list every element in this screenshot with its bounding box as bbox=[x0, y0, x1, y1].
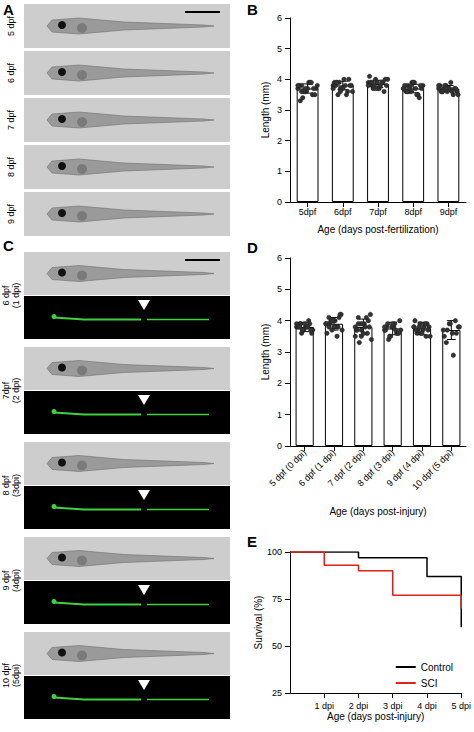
svg-text:Age (days post-injury): Age (days post-injury) bbox=[327, 711, 424, 722]
svg-text:8 dpf (3 dpi): 8 dpf (3 dpi) bbox=[355, 447, 397, 489]
svg-text:5 dpf (0 dpi): 5 dpf (0 dpi) bbox=[267, 447, 309, 489]
svg-text:0: 0 bbox=[277, 441, 282, 451]
svg-text:C: C bbox=[3, 237, 14, 254]
svg-text:5 dpf: 5 dpf bbox=[6, 15, 16, 36]
svg-text:1 dpi: 1 dpi bbox=[314, 701, 334, 711]
svg-text:6 dpf (1 dpi): 6 dpf (1 dpi) bbox=[296, 447, 338, 489]
svg-text:2 dpi: 2 dpi bbox=[349, 701, 369, 711]
svg-text:6: 6 bbox=[277, 253, 282, 263]
svg-text:5dpf: 5dpf bbox=[299, 207, 317, 217]
svg-text:7 dpf (2 dpi): 7 dpf (2 dpi) bbox=[325, 447, 367, 489]
svg-text:4: 4 bbox=[277, 74, 282, 84]
svg-text:9 dpf: 9 dpf bbox=[6, 203, 16, 224]
svg-text:Length (mm): Length (mm) bbox=[260, 324, 271, 381]
svg-text:1: 1 bbox=[277, 410, 282, 420]
svg-text:2: 2 bbox=[277, 378, 282, 388]
svg-text:9 dpf: 9 dpf bbox=[1, 570, 11, 591]
svg-text:6: 6 bbox=[277, 13, 282, 23]
svg-text:Age (days post-fertilization): Age (days post-fertilization) bbox=[317, 224, 438, 235]
svg-text:E: E bbox=[247, 533, 257, 550]
svg-text:10 dpf: 10 dpf bbox=[1, 662, 11, 688]
svg-text:D: D bbox=[247, 239, 258, 256]
svg-text:A: A bbox=[3, 1, 14, 18]
svg-text:9dpf: 9dpf bbox=[440, 207, 458, 217]
svg-text:100: 100 bbox=[267, 547, 282, 557]
svg-text:7dpf: 7dpf bbox=[1, 381, 11, 399]
svg-text:6dpf: 6dpf bbox=[334, 207, 352, 217]
svg-text:8 dpf: 8 dpf bbox=[6, 156, 16, 177]
svg-text:Survival (%): Survival (%) bbox=[253, 596, 264, 650]
svg-text:8dpf: 8dpf bbox=[404, 207, 422, 217]
svg-text:2: 2 bbox=[277, 136, 282, 146]
svg-text:(3dpi): (3dpi) bbox=[11, 474, 21, 497]
svg-text:Age (days post-injury): Age (days post-injury) bbox=[329, 506, 426, 517]
svg-text:9 dpf (4 dpi): 9 dpf (4 dpi) bbox=[384, 447, 426, 489]
svg-text:(1 dpi): (1 dpi) bbox=[11, 283, 21, 309]
svg-text:75: 75 bbox=[272, 594, 282, 604]
svg-text:10 dpf (5 dpi): 10 dpf (5 dpi) bbox=[410, 447, 455, 492]
svg-text:3: 3 bbox=[277, 347, 282, 357]
svg-text:7 dpf: 7 dpf bbox=[6, 109, 16, 130]
svg-text:5: 5 bbox=[277, 44, 282, 54]
svg-text:3: 3 bbox=[277, 105, 282, 115]
svg-text:SCI: SCI bbox=[421, 678, 438, 689]
svg-text:6 dpf: 6 dpf bbox=[1, 285, 11, 306]
svg-text:8 dpf: 8 dpf bbox=[1, 475, 11, 496]
svg-text:6 dpf: 6 dpf bbox=[6, 62, 16, 83]
svg-text:Length (mm): Length (mm) bbox=[260, 82, 271, 139]
svg-text:4: 4 bbox=[277, 316, 282, 326]
svg-text:25: 25 bbox=[272, 688, 282, 698]
svg-text:1: 1 bbox=[277, 166, 282, 176]
svg-text:0: 0 bbox=[277, 197, 282, 207]
svg-text:Control: Control bbox=[421, 662, 453, 673]
svg-text:5 dpi: 5 dpi bbox=[451, 701, 471, 711]
svg-text:B: B bbox=[247, 1, 258, 18]
svg-text:(2 dpi): (2 dpi) bbox=[11, 378, 21, 404]
svg-text:(5dpi): (5dpi) bbox=[11, 664, 21, 687]
svg-text:3 dpi: 3 dpi bbox=[383, 701, 403, 711]
svg-text:(4dpi): (4dpi) bbox=[11, 569, 21, 592]
svg-text:50: 50 bbox=[272, 641, 282, 651]
svg-text:4 dpi: 4 dpi bbox=[417, 701, 437, 711]
svg-text:5: 5 bbox=[277, 284, 282, 294]
svg-text:7dpf: 7dpf bbox=[369, 207, 387, 217]
